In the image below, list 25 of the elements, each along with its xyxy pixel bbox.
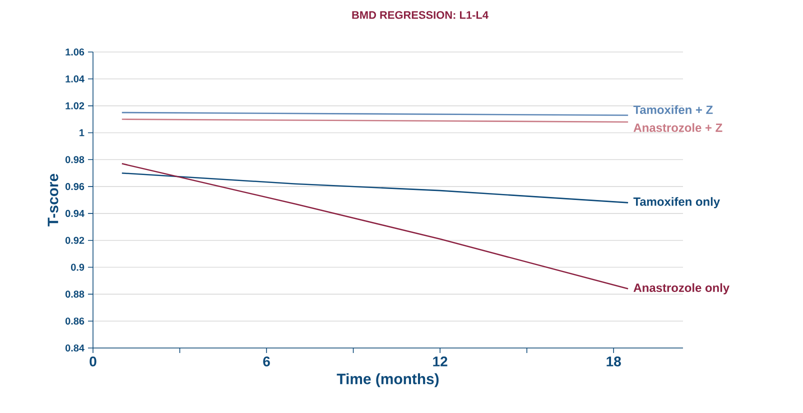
y-tick-label: 1.04: [66, 75, 84, 82]
y-tick-label: 0.88: [65, 290, 84, 298]
y-tick-label: 0.94: [65, 210, 84, 217]
series-label: Tamoxifen + Z: [633, 105, 713, 114]
y-tick-label: 1.02: [66, 102, 84, 110]
x-tick-label: 0: [90, 356, 96, 366]
series-label: Anastrozole + Z: [634, 123, 722, 132]
series-label: Anastrozole only: [634, 283, 730, 294]
y-tick-label: 0.9: [71, 264, 84, 271]
line-series: [121, 163, 629, 290]
y-tick-label: 0.86: [65, 318, 84, 325]
x-tick-label: 18: [606, 356, 621, 366]
y-tick-label: 0.96: [65, 183, 84, 190]
series-label: Tamoxifen only: [633, 197, 720, 208]
y-tick-label: 1.06: [66, 48, 84, 56]
y-tick-label: 0.98: [65, 156, 84, 164]
x-axis-title: Time (months): [336, 373, 439, 388]
y-axis-title: T-score: [48, 174, 58, 226]
line-series: [121, 172, 629, 204]
chart-title: BMD REGRESSION: L1-L4: [352, 11, 488, 19]
y-tick-label: 0.84: [65, 344, 84, 352]
y-tick-label: 1: [80, 129, 84, 136]
y-tick-label: 0.92: [65, 236, 84, 244]
x-tick-label: 6: [263, 356, 270, 366]
x-tick-label: 12: [433, 356, 448, 366]
